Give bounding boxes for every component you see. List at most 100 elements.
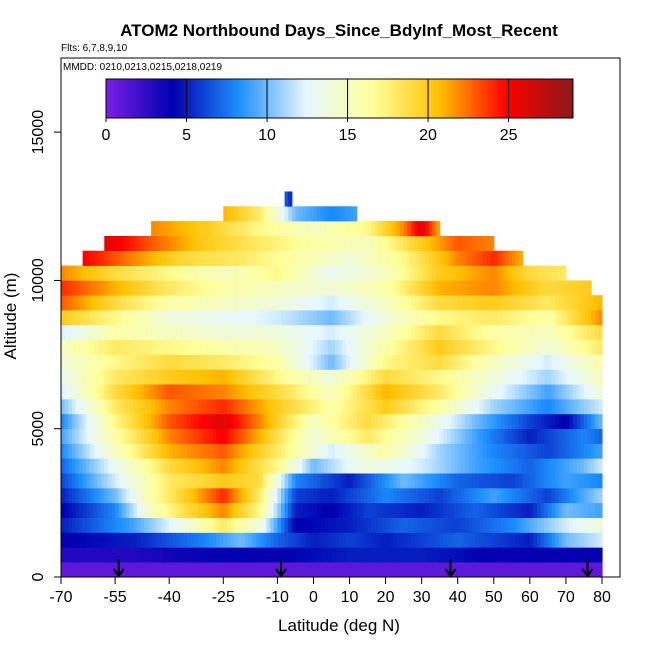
heatmap-cell xyxy=(356,265,361,281)
heatmap-cell xyxy=(468,428,473,444)
heatmap-cell xyxy=(270,310,275,326)
heatmap-cell xyxy=(425,265,430,281)
heatmap-cell xyxy=(345,502,351,518)
heatmap-cell xyxy=(468,339,473,355)
heatmap-cell xyxy=(212,532,217,548)
heatmap-cell xyxy=(226,547,232,563)
heatmap-cell xyxy=(313,502,318,518)
heatmap-cell xyxy=(125,250,131,266)
heatmap-cell xyxy=(392,310,397,326)
heatmap-cell xyxy=(338,532,343,548)
heatmap-cell xyxy=(349,458,354,474)
heatmap-cell xyxy=(461,413,466,430)
heatmap-cell xyxy=(122,339,127,355)
heatmap-cell xyxy=(331,562,336,578)
heatmap-cell xyxy=(407,473,412,489)
heatmap-cell xyxy=(194,369,199,385)
heatmap-cell xyxy=(143,443,149,459)
heatmap-cell xyxy=(421,354,426,370)
heatmap-cell xyxy=(515,399,520,415)
heatmap-cell xyxy=(291,473,297,489)
heatmap-cell xyxy=(450,562,455,578)
heatmap-cell xyxy=(201,547,206,563)
heatmap-cell xyxy=(591,443,596,459)
heatmap-cell xyxy=(335,206,340,222)
heatmap-cell xyxy=(284,369,289,385)
heatmap-cell xyxy=(367,235,372,252)
heatmap-cell xyxy=(302,265,307,281)
x-tick-label: -25 xyxy=(212,589,235,606)
heatmap-cell xyxy=(161,354,167,370)
heatmap-cell xyxy=(381,384,387,400)
heatmap-cell xyxy=(208,547,214,563)
heatmap-cell xyxy=(432,443,437,459)
heatmap-cell xyxy=(500,399,506,415)
heatmap-cell xyxy=(100,443,105,459)
heatmap-cell xyxy=(432,562,437,578)
heatmap-cell xyxy=(515,384,520,400)
heatmap-cell xyxy=(446,399,452,415)
heatmap-cell xyxy=(122,250,127,266)
heatmap-cell xyxy=(180,280,185,296)
heatmap-cell xyxy=(226,517,232,533)
heatmap-cell xyxy=(89,295,95,311)
heatmap-cell xyxy=(237,324,242,341)
heatmap-cell xyxy=(230,443,235,459)
heatmap-cell xyxy=(403,413,408,430)
heatmap-cell xyxy=(104,413,109,430)
heatmap-cell xyxy=(223,235,228,252)
heatmap-cell xyxy=(374,532,379,548)
colorbar-tick-label: 20 xyxy=(419,127,437,144)
heatmap-cell xyxy=(540,473,545,489)
heatmap-cell xyxy=(61,488,66,504)
heatmap-cell xyxy=(295,399,300,415)
heatmap-cell xyxy=(241,310,246,326)
heatmap-cell xyxy=(468,562,473,578)
heatmap-cell xyxy=(320,235,325,252)
heatmap-cell xyxy=(79,428,84,444)
heatmap-cell xyxy=(363,547,369,563)
heatmap-cell xyxy=(205,280,210,296)
heatmap-cell xyxy=(280,339,286,355)
heatmap-cell xyxy=(259,517,264,533)
heatmap-cell xyxy=(522,280,527,296)
heatmap-cell xyxy=(129,369,134,385)
heatmap-cell xyxy=(432,458,437,474)
heatmap-cell xyxy=(71,265,77,281)
heatmap-cell xyxy=(457,488,462,504)
heatmap-cell xyxy=(122,517,127,533)
heatmap-cell xyxy=(248,324,253,341)
heatmap-cell xyxy=(569,339,574,355)
heatmap-cell xyxy=(241,488,246,504)
heatmap-cell xyxy=(345,339,351,355)
heatmap-cell xyxy=(522,547,527,563)
heatmap-cell xyxy=(381,369,387,385)
heatmap-cell xyxy=(526,310,531,326)
heatmap-cell xyxy=(223,488,228,504)
heatmap-cell xyxy=(403,369,408,385)
colorbar-tick-label: 5 xyxy=(182,127,191,144)
heatmap-cell xyxy=(111,399,116,415)
heatmap-cell xyxy=(569,458,574,474)
heatmap-cell xyxy=(234,206,239,222)
heatmap-cell xyxy=(421,250,426,266)
heatmap-cell xyxy=(75,310,80,326)
heatmap-cell xyxy=(544,265,549,281)
heatmap-cell xyxy=(591,310,596,326)
heatmap-cell xyxy=(230,265,235,281)
heatmap-cell xyxy=(79,517,84,533)
heatmap-cell xyxy=(562,517,567,533)
heatmap-cell xyxy=(180,250,185,266)
heatmap-cell xyxy=(129,428,134,444)
heatmap-cell xyxy=(353,458,358,474)
heatmap-cell xyxy=(353,354,358,370)
heatmap-cell xyxy=(212,488,217,504)
heatmap-cell xyxy=(313,562,318,578)
heatmap-cell xyxy=(482,488,488,504)
heatmap-cell xyxy=(594,473,599,489)
heatmap-cell xyxy=(519,473,524,489)
heatmap-cell xyxy=(104,399,109,415)
heatmap-cell xyxy=(508,562,513,578)
heatmap-cell xyxy=(327,369,333,385)
heatmap-cell xyxy=(468,310,473,326)
